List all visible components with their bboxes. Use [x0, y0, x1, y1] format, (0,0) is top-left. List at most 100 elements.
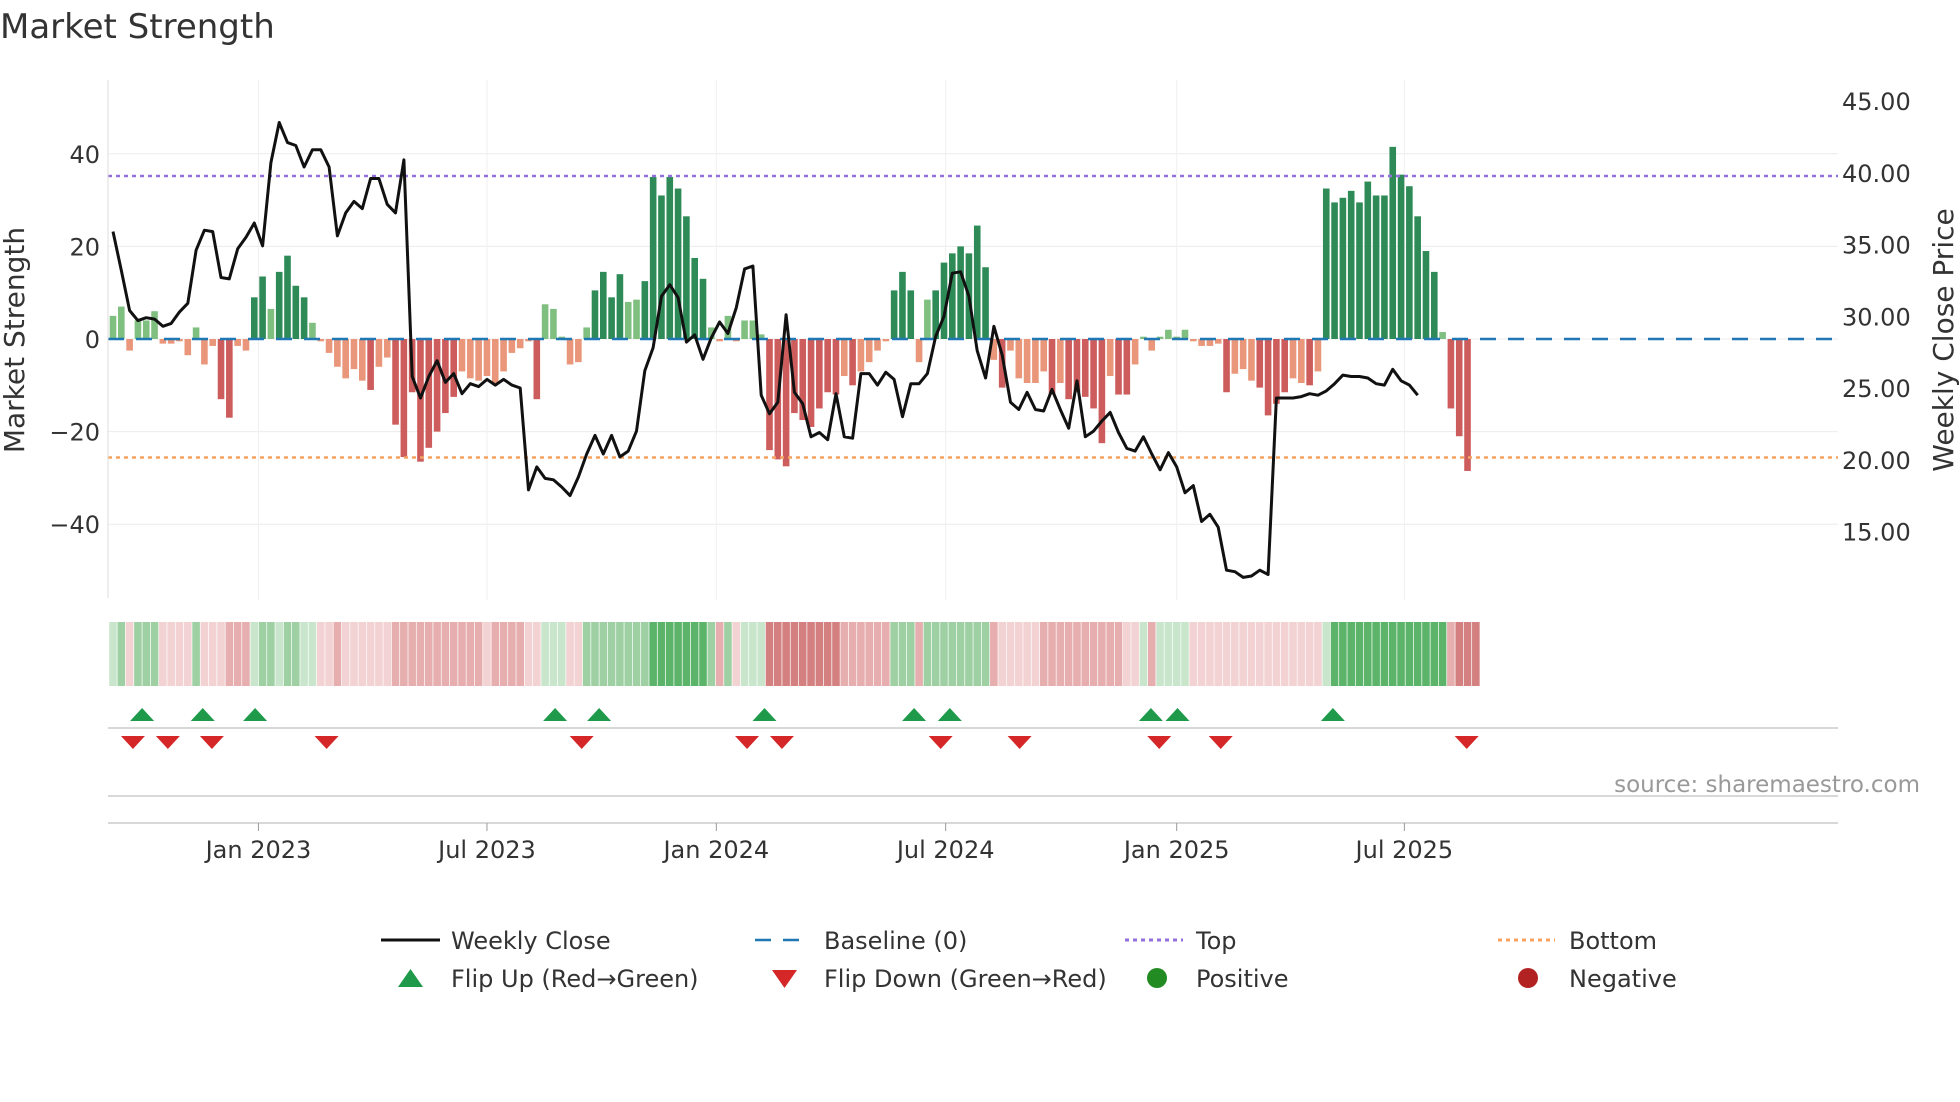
strip-cell — [1089, 622, 1098, 686]
strength-bar — [865, 339, 873, 363]
strip-cell — [458, 622, 466, 686]
strip-cell — [1455, 622, 1464, 686]
strip-cell — [1264, 622, 1272, 686]
strip-cell — [242, 622, 250, 686]
strip-cell — [749, 622, 757, 686]
strength-bar — [392, 339, 399, 425]
strip-cell — [491, 622, 500, 686]
strip-cell — [973, 622, 982, 686]
strength-bar — [973, 225, 981, 339]
strip-cell — [333, 622, 342, 686]
strength-bar — [433, 339, 441, 432]
strength-bar — [1090, 339, 1097, 409]
strip-cell — [1048, 622, 1056, 686]
strip-cell — [616, 622, 624, 686]
flip-down-marker — [1007, 736, 1032, 749]
strength-bar — [242, 339, 250, 351]
strength-bar — [342, 339, 349, 379]
strength-bar — [683, 216, 690, 339]
strip-cell — [516, 622, 524, 686]
strength-bar — [1098, 339, 1106, 444]
strength-bar — [375, 339, 383, 367]
strip-cell — [1239, 622, 1247, 686]
strength-bar — [309, 322, 316, 339]
strip-cell — [350, 622, 358, 686]
strength-bar — [832, 339, 840, 395]
strip-cell — [774, 622, 782, 686]
strength-bars — [109, 146, 1471, 471]
strip-cell — [1339, 622, 1347, 686]
left-tick-label: 20 — [69, 233, 100, 261]
strength-bar — [782, 339, 790, 467]
strength-bar — [599, 271, 607, 339]
strength-bar — [1372, 195, 1380, 339]
strip-cell — [732, 622, 741, 686]
strip-cell — [466, 622, 475, 686]
strip-cell — [1247, 622, 1256, 686]
strength-bar — [1347, 190, 1355, 339]
strip-cell — [1222, 622, 1231, 686]
strip-cell — [1098, 622, 1106, 686]
flip-up-marker — [1165, 708, 1190, 721]
strip-cell — [325, 622, 333, 686]
strip-cell — [1397, 622, 1405, 686]
legend-swatch-flip-up — [398, 969, 423, 987]
strip-cell — [757, 622, 765, 686]
strength-bar — [1231, 339, 1239, 374]
x-tick-label: Jan 2025 — [1122, 836, 1230, 864]
strength-bar — [1065, 339, 1072, 400]
strength-bar — [475, 339, 482, 381]
left-axis-label: Market Strength — [0, 227, 31, 453]
strength-bar — [1048, 339, 1056, 395]
strip-cell — [208, 622, 217, 686]
strength-bar — [1081, 339, 1089, 397]
strip-cell — [292, 622, 300, 686]
strip-cell — [541, 622, 549, 686]
flip-down-marker — [1454, 736, 1479, 749]
strip-cell — [1156, 622, 1164, 686]
strength-bar — [1023, 339, 1031, 383]
strip-cell — [217, 622, 225, 686]
strip-cell — [1413, 622, 1422, 686]
strip-cell — [607, 622, 616, 686]
x-tick-label: Jan 2024 — [661, 836, 769, 864]
flip-up-marker — [1138, 708, 1163, 721]
strip-cell — [549, 622, 558, 686]
strength-bar — [167, 339, 175, 344]
strength-bar — [192, 327, 200, 339]
strength-bar — [616, 274, 624, 339]
strip-cell — [624, 622, 633, 686]
strip-cell — [1347, 622, 1355, 686]
strength-bar — [1165, 329, 1172, 339]
strength-bar — [807, 339, 815, 427]
strength-bar — [1115, 339, 1122, 395]
right-axis: 45.00 40.00 35.00 30.00 25.00 20.00 15.00 — [1842, 88, 1911, 547]
weekly-close-line — [111, 121, 1419, 579]
strip-cell — [424, 622, 433, 686]
strip-cell — [674, 622, 682, 686]
intensity-strip — [109, 622, 1480, 686]
left-axis: 40 20 0 −20 −40 — [49, 80, 109, 598]
strength-bar — [267, 308, 275, 339]
strip-cell — [740, 622, 749, 686]
strip-cell — [1322, 622, 1331, 686]
strength-bar — [1123, 339, 1131, 395]
strength-bar — [1389, 146, 1397, 339]
strength-bar — [450, 339, 458, 397]
strip-cell — [657, 622, 666, 686]
strip-cell — [1023, 622, 1031, 686]
strength-bar — [949, 253, 956, 339]
strength-bar — [1248, 339, 1255, 381]
strength-bar — [284, 255, 291, 339]
strength-bar — [491, 339, 499, 383]
flip-down-marker — [314, 736, 339, 749]
flip-up-marker — [902, 708, 927, 721]
strip-cell — [1014, 622, 1023, 686]
strip-cell — [1172, 622, 1181, 686]
strip-cell — [591, 622, 599, 686]
right-tick-label: 15.00 — [1842, 519, 1911, 547]
strip-cell — [275, 622, 283, 686]
strip-cell — [632, 622, 641, 686]
strength-bar — [749, 320, 757, 339]
flip-down-marker — [569, 736, 594, 749]
